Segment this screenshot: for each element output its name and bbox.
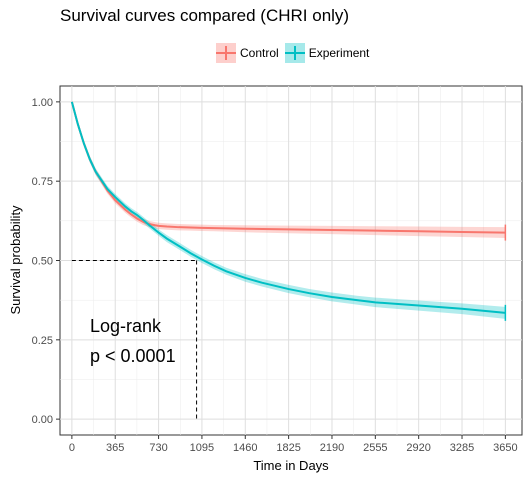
legend-key-experiment — [284, 43, 305, 63]
x-tick-label: 3285 — [450, 442, 474, 454]
survival-lines — [70, 101, 507, 321]
y-tick-label: 0.00 — [32, 414, 53, 426]
x-tick-label: 1825 — [276, 442, 300, 454]
x-axis-ticks: 0 365 730 1095 1460 1825 2190 2555 2920 3285 3650 — [69, 435, 518, 454]
y-axis-title: Survival probability — [8, 205, 23, 315]
x-tick-label: 730 — [149, 442, 167, 454]
y-axis-ticks: 0.00 0.25 0.50 0.75 1.00 — [32, 97, 60, 426]
legend-item-control: Control — [216, 43, 279, 63]
x-tick-label: 1095 — [190, 442, 214, 454]
x-axis-title: Time in Days — [253, 458, 329, 473]
survival-line-experiment — [70, 101, 506, 314]
y-tick-label: 0.75 — [32, 176, 53, 188]
x-tick-label: 2920 — [406, 442, 430, 454]
legend: Control Experiment — [216, 42, 375, 64]
x-tick-label: 365 — [106, 442, 124, 454]
x-tick-label: 2190 — [320, 442, 344, 454]
chart-title: Survival curves compared (CHRI only) — [60, 6, 350, 25]
legend-label-control: Control — [240, 46, 279, 60]
annotation-log-rank: Log-rank — [90, 316, 162, 336]
legend-label-experiment: Experiment — [308, 46, 370, 60]
annotation-p-value: p < 0.0001 — [90, 346, 176, 366]
y-tick-label: 0.50 — [32, 256, 53, 268]
y-tick-label: 0.25 — [32, 335, 53, 347]
legend-key-control — [216, 43, 236, 63]
x-tick-label: 2555 — [363, 442, 387, 454]
y-tick-label: 1.00 — [32, 97, 53, 109]
x-tick-label: 3650 — [493, 442, 517, 454]
legend-item-experiment: Experiment — [284, 43, 370, 63]
x-tick-label: 0 — [69, 442, 75, 454]
x-tick-label: 1460 — [233, 442, 257, 454]
median-lines — [71, 260, 198, 420]
